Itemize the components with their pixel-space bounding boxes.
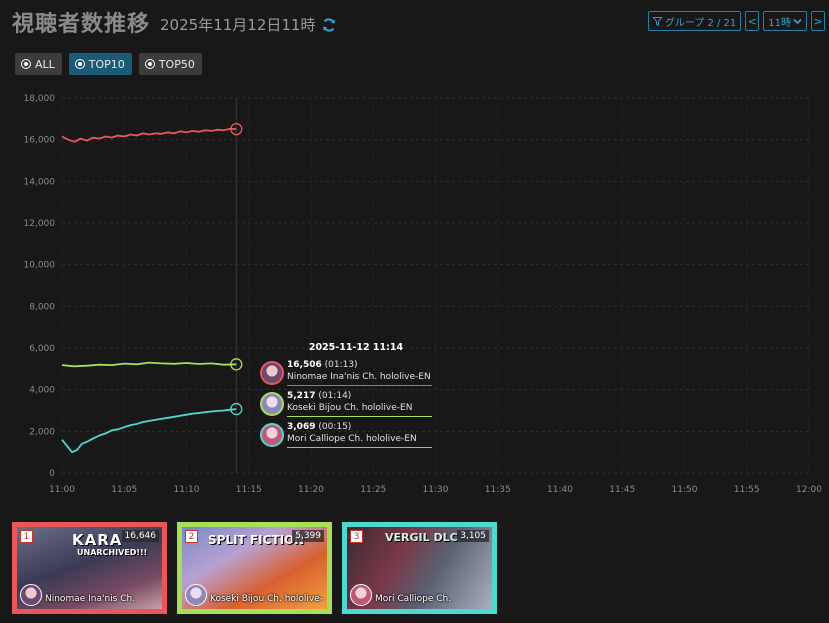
avatar xyxy=(260,422,284,447)
rank-badge: 2 xyxy=(185,530,198,543)
thumbnail-title: KARA xyxy=(72,531,123,549)
y-tick-label: 14,000 xyxy=(24,177,56,187)
avatar xyxy=(260,360,284,385)
x-tick-label: 11:10 xyxy=(174,485,200,495)
tooltip-value: 3,069 xyxy=(287,422,316,432)
tooltip-title: 2025-11-12 11:14 xyxy=(308,342,404,353)
series-line xyxy=(61,408,237,454)
series-marker xyxy=(230,122,243,136)
tooltip-duration: (00:15) xyxy=(318,422,352,432)
viewer-count: 5,399 xyxy=(292,530,324,542)
channel-name: Ninomae Ina'nis Ch. xyxy=(45,594,136,604)
thumbnail-title: VERGIL DLC xyxy=(385,531,458,544)
tooltip-row-text: 16,506 (01:13) Ninomae Ina'nis Ch. holol… xyxy=(287,359,432,386)
group-filter-label: グループ 2 / 21 xyxy=(664,17,737,29)
filter-top50-button[interactable]: TOP50 xyxy=(138,53,202,75)
tooltip-row: 3,069 (00:15) Mori Calliope Ch. hololive… xyxy=(260,421,432,448)
x-tick-label: 11:25 xyxy=(360,485,386,495)
avatar xyxy=(260,391,284,416)
radio-icon xyxy=(74,59,85,69)
refresh-icon[interactable] xyxy=(321,17,337,33)
stream-card[interactable]: SPLIT FICTION 2 5,399 Koseki Bijou Ch. h… xyxy=(177,522,332,614)
series-marker xyxy=(230,402,243,416)
radio-icon xyxy=(21,59,31,69)
tooltip-row: 16,506 (01:13) Ninomae Ina'nis Ch. holol… xyxy=(260,359,432,386)
tooltip-channel-name: Koseki Bijou Ch. hololive-EN xyxy=(287,403,413,413)
tooltip-duration: (01:13) xyxy=(324,360,358,370)
filter-top10-label: TOP10 xyxy=(88,57,125,71)
rank-badge: 1 xyxy=(20,530,33,543)
tooltip-value: 16,506 xyxy=(287,360,322,370)
x-tick-label: 11:35 xyxy=(485,485,511,495)
series-line xyxy=(61,127,237,143)
x-tick-label: 11:00 xyxy=(49,485,75,495)
avatar xyxy=(185,584,207,606)
chart-tooltip: 2025-11-12 11:14 16,506 (01:13) Ninomae … xyxy=(260,342,432,452)
y-tick-label: 10,000 xyxy=(24,261,56,271)
y-tick-label: 4,000 xyxy=(29,386,55,396)
viewer-count: 16,646 xyxy=(121,530,159,542)
y-tick-label: 6,000 xyxy=(29,344,55,354)
rank-badge: 3 xyxy=(350,530,363,543)
prev-hour-button[interactable]: < xyxy=(745,11,760,31)
y-tick-label: 18,000 xyxy=(24,94,56,104)
thumbnail-title: SPLIT FICTION xyxy=(208,533,305,547)
y-tick-label: 2,000 xyxy=(29,427,55,437)
tooltip-row: 5,217 (01:14) Koseki Bijou Ch. hololive-… xyxy=(260,390,432,417)
thumbnail-subtitle: UNARCHIVED!!! xyxy=(77,548,148,557)
x-tick-label: 11:50 xyxy=(672,485,698,495)
stream-cards: KARA UNARCHIVED!!! 1 16,646 Ninomae Ina'… xyxy=(12,522,497,614)
tooltip-row-text: 5,217 (01:14) Koseki Bijou Ch. hololive-… xyxy=(287,390,432,417)
x-tick-label: 11:05 xyxy=(111,485,137,495)
viewer-count: 3,105 xyxy=(457,530,489,542)
header: 視聴者数推移 2025年11月12日11時 xyxy=(12,6,337,38)
tooltip-value: 5,217 xyxy=(287,391,316,401)
hour-select-label: 11時 xyxy=(768,17,791,29)
avatar xyxy=(350,584,372,606)
tooltip-channel-name: Ninomae Ina'nis Ch. hololive-EN xyxy=(287,372,431,382)
filter-top10-button[interactable]: TOP10 xyxy=(68,53,132,75)
x-tick-label: 11:30 xyxy=(423,485,449,495)
y-tick-label: 8,000 xyxy=(29,302,55,312)
series-marker xyxy=(230,358,243,371)
filter-all-button[interactable]: ALL xyxy=(15,53,62,75)
x-tick-label: 11:45 xyxy=(609,485,635,495)
x-tick-label: 11:15 xyxy=(236,485,262,495)
y-tick-label: 0 xyxy=(49,469,55,479)
stream-card[interactable]: KARA UNARCHIVED!!! 1 16,646 Ninomae Ina'… xyxy=(12,522,167,614)
filter-icon xyxy=(652,16,662,26)
y-tick-label: 16,000 xyxy=(24,136,56,146)
y-tick-label: 12,000 xyxy=(24,219,56,229)
channel-name: Mori Calliope Ch. xyxy=(375,594,452,604)
viewer-count-chart[interactable]: 18,000 16,000 14,000 12,000 10,000 8,000 6,000… xyxy=(0,80,829,500)
tooltip-row-text: 3,069 (00:15) Mori Calliope Ch. hololive… xyxy=(287,421,432,448)
tooltip-channel-name: Mori Calliope Ch. hololive-EN xyxy=(287,434,417,444)
group-filter-button[interactable]: グループ 2 / 21 xyxy=(647,11,742,31)
datetime-label: 2025年11月12日11時 xyxy=(160,15,316,34)
stream-card[interactable]: VERGIL DLC 3 3,105 Mori Calliope Ch. xyxy=(342,522,497,614)
channel-name: Koseki Bijou Ch. hololive- xyxy=(210,594,324,604)
x-tick-label: 12:00 xyxy=(796,485,822,495)
ranking-filter: ALL TOP10 TOP50 xyxy=(15,53,202,75)
radio-icon xyxy=(144,59,155,69)
x-tick-label: 11:55 xyxy=(734,485,760,495)
tooltip-duration: (01:14) xyxy=(318,391,352,401)
avatar xyxy=(20,584,42,606)
page-title: 視聴者数推移 xyxy=(12,12,151,37)
x-tick-label: 11:20 xyxy=(298,485,324,495)
next-hour-button[interactable]: > xyxy=(811,11,825,31)
hour-select[interactable]: 11時 xyxy=(763,11,807,31)
filter-all-label: ALL xyxy=(35,57,55,71)
x-tick-label: 11:40 xyxy=(547,485,573,495)
filter-top50-label: TOP50 xyxy=(158,57,195,71)
chevron-down-icon xyxy=(793,18,802,24)
series-line xyxy=(61,361,237,368)
chart-controls: グループ 2 / 21 < 11時 > xyxy=(647,11,825,31)
